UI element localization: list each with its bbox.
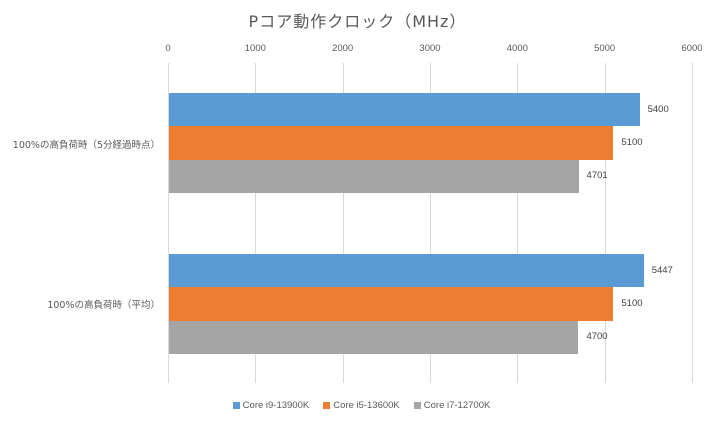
legend-swatch-icon xyxy=(232,402,240,409)
x-tick-label: 2000 xyxy=(332,43,354,54)
data-label: 5100 xyxy=(621,136,643,148)
chart-title: Pコア動作クロック（MHz） xyxy=(248,12,467,31)
data-label: 5400 xyxy=(647,103,669,115)
legend: Core i9-13900K Core i5-13600K Core i7-12… xyxy=(0,400,715,411)
legend-item-i5[interactable]: Core i5-13600K xyxy=(323,400,400,411)
data-label: 5447 xyxy=(651,264,673,276)
gridline xyxy=(430,63,431,383)
bar[interactable] xyxy=(169,254,644,288)
data-label: 4700 xyxy=(586,331,608,343)
legend-label: Core i7-12700K xyxy=(423,400,491,411)
bar[interactable] xyxy=(169,159,579,193)
bar[interactable] xyxy=(169,287,614,321)
gridline xyxy=(255,63,256,383)
legend-swatch-icon xyxy=(413,402,421,409)
gridline xyxy=(692,63,693,383)
category-label-sustained: 100%の高負荷時（5分経過時点） xyxy=(12,140,160,151)
y-axis-line xyxy=(168,63,169,383)
x-tick-label: 5000 xyxy=(594,43,616,54)
data-label: 4701 xyxy=(586,170,608,182)
legend-item-i9[interactable]: Core i9-13900K xyxy=(232,400,310,411)
x-tick-label: 3000 xyxy=(419,43,441,54)
x-tick-label: 1000 xyxy=(244,43,266,54)
bar[interactable] xyxy=(169,126,614,160)
legend-label: Core i5-13600K xyxy=(333,400,400,411)
bar[interactable] xyxy=(169,320,579,354)
gridline xyxy=(343,63,344,383)
bar[interactable] xyxy=(169,93,640,127)
legend-item-i7[interactable]: Core i7-12700K xyxy=(413,400,491,411)
x-tick-label: 6000 xyxy=(681,43,703,54)
gridline xyxy=(605,63,606,383)
x-tick-label: 4000 xyxy=(506,43,528,54)
gridline xyxy=(517,63,518,383)
legend-label: Core i9-13900K xyxy=(242,400,310,411)
data-label: 5100 xyxy=(621,297,643,309)
x-tick-label: 0 xyxy=(165,43,171,54)
legend-swatch-icon xyxy=(323,402,331,409)
category-label-average: 100%の高負荷時（平均） xyxy=(47,300,160,311)
